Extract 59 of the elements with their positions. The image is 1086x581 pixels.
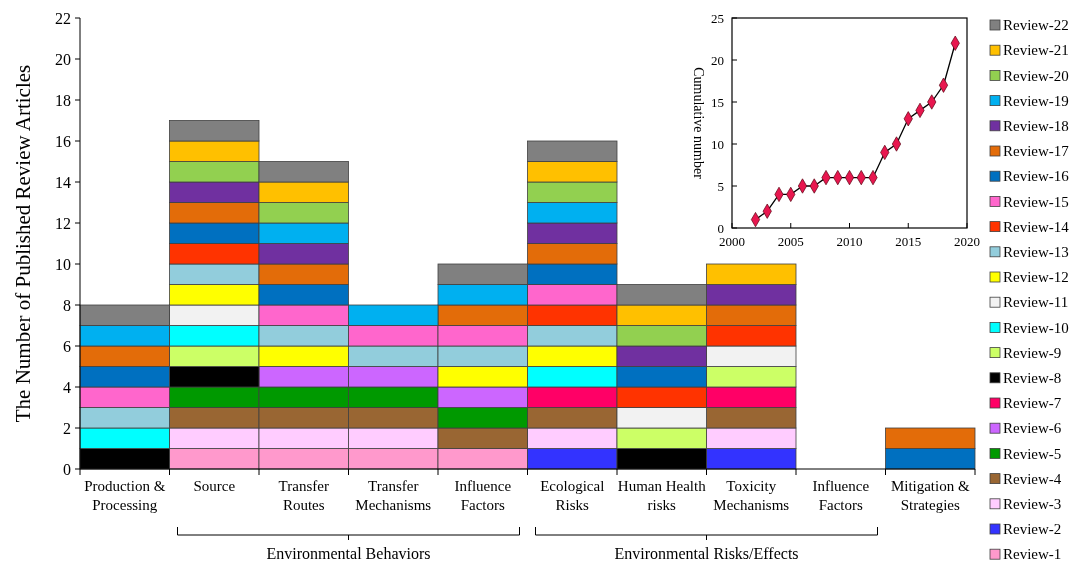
- x-tick-label: Toxicity Mechanisms: [713, 478, 790, 513]
- y-tick-label: 25: [711, 10, 724, 26]
- y-tick-label: 2: [63, 419, 71, 437]
- legend-label: Review-14: [1003, 218, 1070, 235]
- y-tick-label: 10: [55, 255, 71, 273]
- y-tick-label: 0: [717, 220, 724, 236]
- y-tick-label: 20: [55, 50, 71, 68]
- legend-label: Review-7: [1003, 395, 1062, 412]
- x-tick-label: Transfer Mechanisms: [355, 478, 432, 513]
- legend-label: Review-18: [1003, 118, 1069, 135]
- y-tick-label: 18: [55, 91, 71, 109]
- x-tick-label: 2010: [836, 234, 863, 249]
- x-tick-label: Source: [193, 478, 236, 494]
- legend-label: Review-20: [1003, 67, 1069, 84]
- y-tick-label: 10: [711, 136, 724, 152]
- legend-label: Review-13: [1003, 244, 1069, 261]
- y-tick-label: 5: [717, 178, 724, 194]
- y-tick-label: 15: [711, 94, 724, 110]
- legend-label: Review-8: [1003, 370, 1062, 387]
- y-tick-label: 4: [63, 378, 71, 396]
- x-tick-label: Mitigation & Strategies: [890, 478, 970, 513]
- x-tick-label: Transfer Routes: [278, 478, 329, 513]
- text: Environmental Behaviors: [266, 545, 431, 562]
- legend-label: Review-11: [1003, 294, 1069, 311]
- y-tick-label: 22: [55, 9, 71, 27]
- x-tick-label: 2015: [895, 234, 922, 249]
- legend-label: Review-12: [1003, 269, 1069, 286]
- legend-label: Review-16: [1003, 168, 1070, 185]
- y-tick-label: 12: [55, 214, 71, 232]
- x-tick-label: Human Health risks: [617, 478, 707, 513]
- x-tick-label: Influence Factors: [812, 478, 870, 513]
- y-tick-label: 0: [63, 460, 71, 478]
- x-tick-label: 2005: [777, 234, 804, 249]
- y-axis-title: The Number of Published Review Articles: [11, 64, 35, 423]
- legend-label: Review-5: [1003, 445, 1062, 462]
- legend-label: Review-21: [1003, 42, 1069, 59]
- legend-label: Review-10: [1003, 319, 1069, 336]
- x-tick-label: Influence Factors: [454, 478, 512, 513]
- legend-label: Review-9: [1003, 344, 1062, 361]
- legend-label: Review-22: [1003, 17, 1069, 34]
- x-tick-label: 2020: [954, 234, 980, 249]
- x-tick-label: Ecological Risks: [540, 478, 605, 513]
- legend-label: Review-2: [1003, 521, 1062, 538]
- y-axis-title: Cumulative number: [691, 67, 706, 180]
- y-tick-label: 14: [55, 173, 71, 191]
- legend-label: Review-3: [1003, 496, 1062, 513]
- legend-label: Review-19: [1003, 92, 1069, 109]
- x-tick-label: 2000: [719, 234, 745, 249]
- legend-label: Review-15: [1003, 193, 1069, 210]
- legend-label: Review-1: [1003, 546, 1062, 563]
- x-tick-label: Production & Processing: [84, 478, 166, 513]
- y-tick-label: 16: [55, 132, 71, 150]
- y-tick-label: 8: [63, 296, 71, 314]
- y-tick-label: 20: [711, 52, 724, 68]
- text: Environmental Risks/Effects: [614, 545, 799, 562]
- y-tick-label: 6: [63, 337, 71, 355]
- legend-label: Review-6: [1003, 420, 1062, 437]
- legend-label: Review-17: [1003, 143, 1070, 160]
- legend-label: Review-4: [1003, 470, 1062, 487]
